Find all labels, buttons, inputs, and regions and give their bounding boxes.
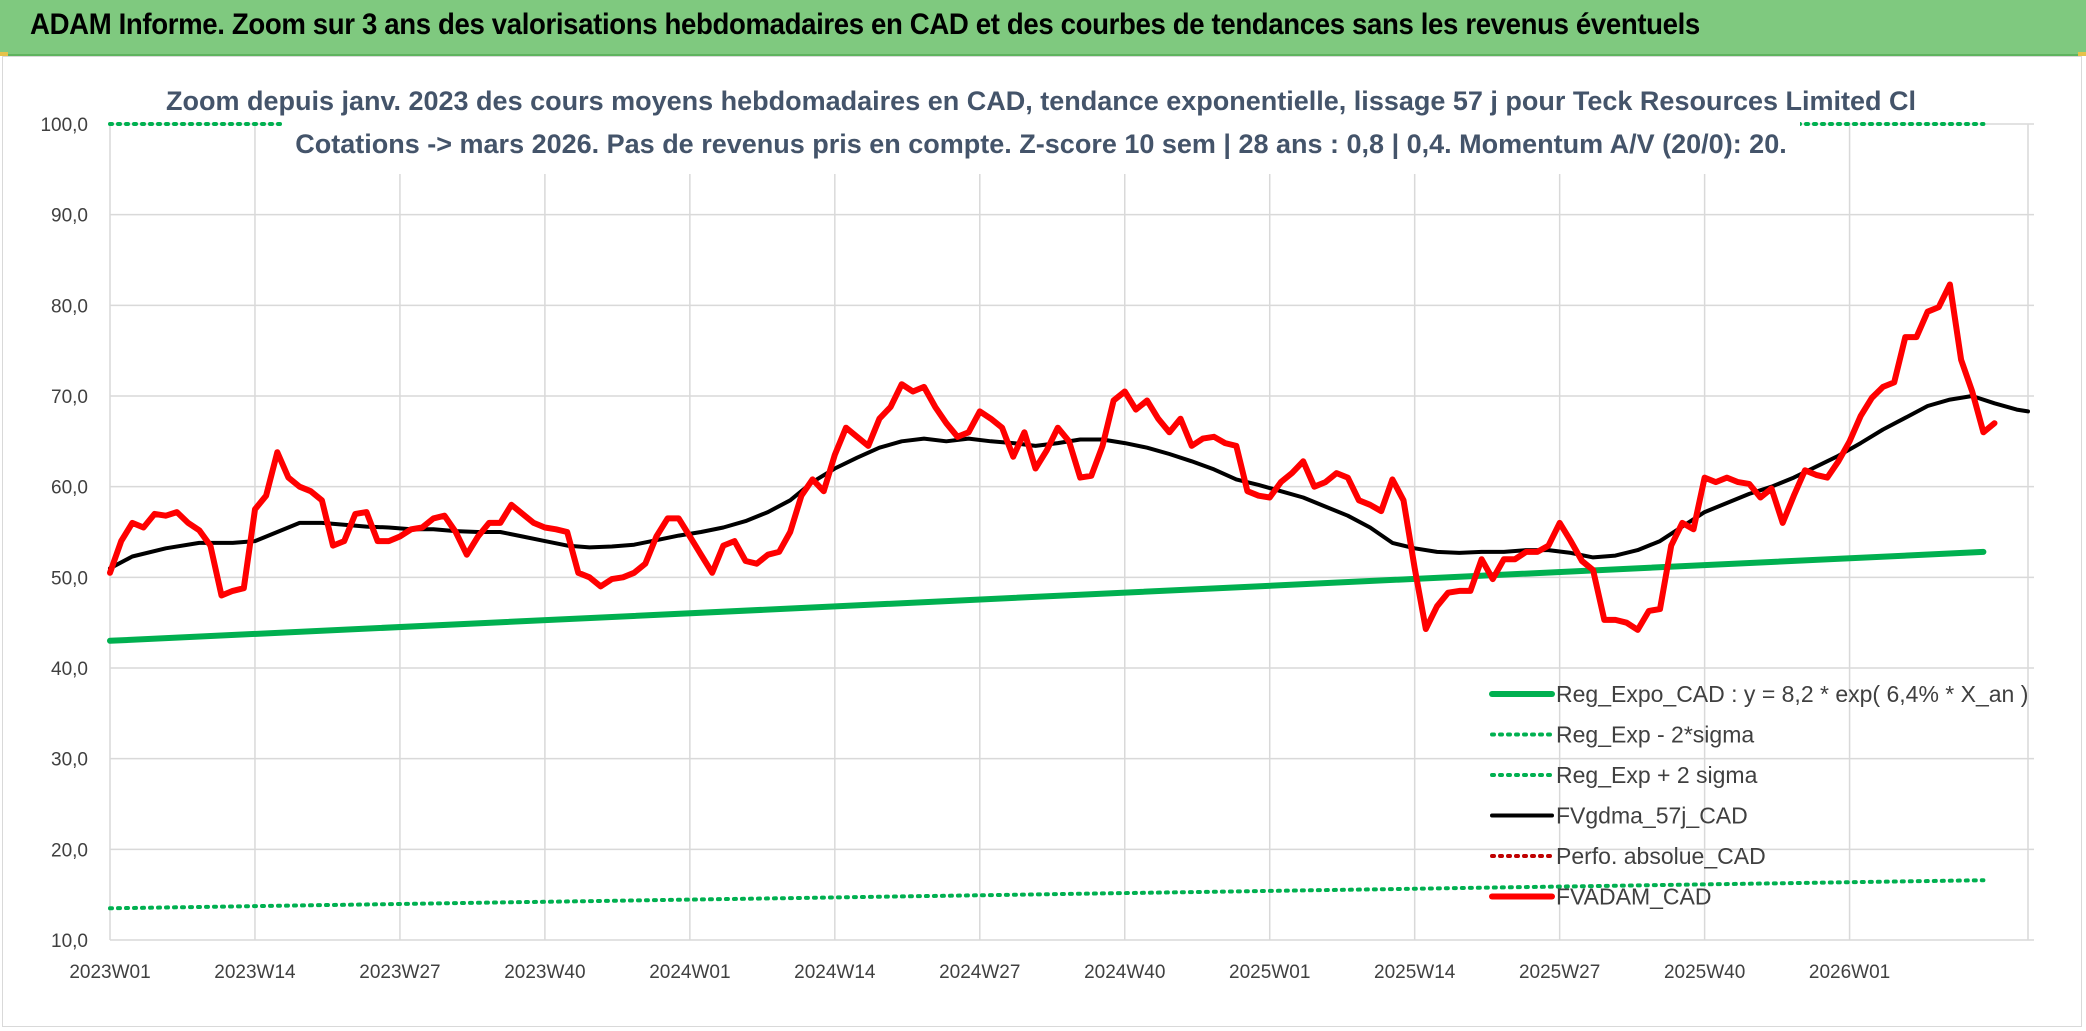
y-tick-label: 90,0: [51, 206, 88, 227]
series-line-reg_minus: [108, 878, 1986, 911]
legend-label-gdma: FVgdma_57j_CAD: [1556, 803, 1748, 829]
legend-label-perfo: Perfo. absolue_CAD: [1556, 843, 1766, 869]
x-tick-label: 2023W40: [504, 962, 585, 983]
series-line-gdma: [108, 394, 2030, 571]
y-tick-label: 100,0: [40, 115, 88, 136]
y-tick-label: 20,0: [51, 840, 88, 861]
y-tick-label: 80,0: [51, 296, 88, 317]
x-tick-label: 2024W14: [794, 962, 876, 983]
x-tick-label: 2024W40: [1084, 962, 1165, 983]
x-tick-label: 2026W01: [1809, 962, 1890, 983]
report-header: ADAM Informe. Zoom sur 3 ans des valoris…: [0, 0, 2086, 56]
x-tick-label: 2023W27: [359, 962, 440, 983]
y-tick-label: 70,0: [51, 387, 88, 408]
chart-title: Zoom depuis janv. 2023 des cours moyens …: [166, 78, 1916, 174]
x-tick-label: 2025W01: [1229, 962, 1310, 983]
chart-series: [107, 122, 2030, 911]
frame-corner-mark-left: [0, 52, 8, 56]
series-line-adam: [107, 281, 1998, 633]
legend-label-reg_expo: Reg_Expo_CAD : y = 8,2 * exp( 6,4% * X_a…: [1556, 681, 2028, 707]
x-tick-label: 2025W14: [1374, 962, 1456, 983]
x-tick-label: 2024W27: [939, 962, 1020, 983]
y-tick-label: 30,0: [51, 750, 88, 771]
y-tick-label: 10,0: [51, 931, 88, 952]
x-axis-ticks: 2023W01 2023W14 2023W27 2023W40 2024W01 2024W…: [69, 962, 1890, 983]
x-tick-label: 2023W14: [214, 962, 296, 983]
chart-frame: [2, 56, 2082, 1027]
y-tick-label: 50,0: [51, 568, 88, 589]
series-line-reg_expo: [107, 548, 1987, 644]
frame-corner-mark-right: [2078, 52, 2086, 56]
x-tick-label: 2023W01: [69, 962, 150, 983]
y-tick-label: 60,0: [51, 478, 88, 499]
report-title: ADAM Informe. Zoom sur 3 ans des valoris…: [30, 8, 1700, 41]
chart-title-line-1: Zoom depuis janv. 2023 des cours moyens …: [166, 86, 1916, 116]
y-axis-ticks: 10,0 20,0 30,0 40,0 50,0 60,0 70,0 80,0 90,0 100,…: [40, 115, 88, 952]
y-tick-label: 40,0: [51, 659, 88, 680]
legend-label-adam: FVADAM_CAD: [1556, 884, 1712, 910]
x-tick-label: 2024W01: [649, 962, 730, 983]
chart-title-line-2: Cotations -> mars 2026. Pas de revenus p…: [295, 129, 1786, 159]
legend-label-reg_plus: Reg_Exp + 2 sigma: [1556, 762, 1758, 788]
legend-label-reg_minus: Reg_Exp - 2*sigma: [1556, 722, 1754, 748]
x-tick-label: 2025W27: [1519, 962, 1600, 983]
chart-legend: Reg_Expo_CAD : y = 8,2 * exp( 6,4% * X_a…: [1489, 681, 2028, 910]
x-tick-label: 2025W40: [1664, 962, 1745, 983]
